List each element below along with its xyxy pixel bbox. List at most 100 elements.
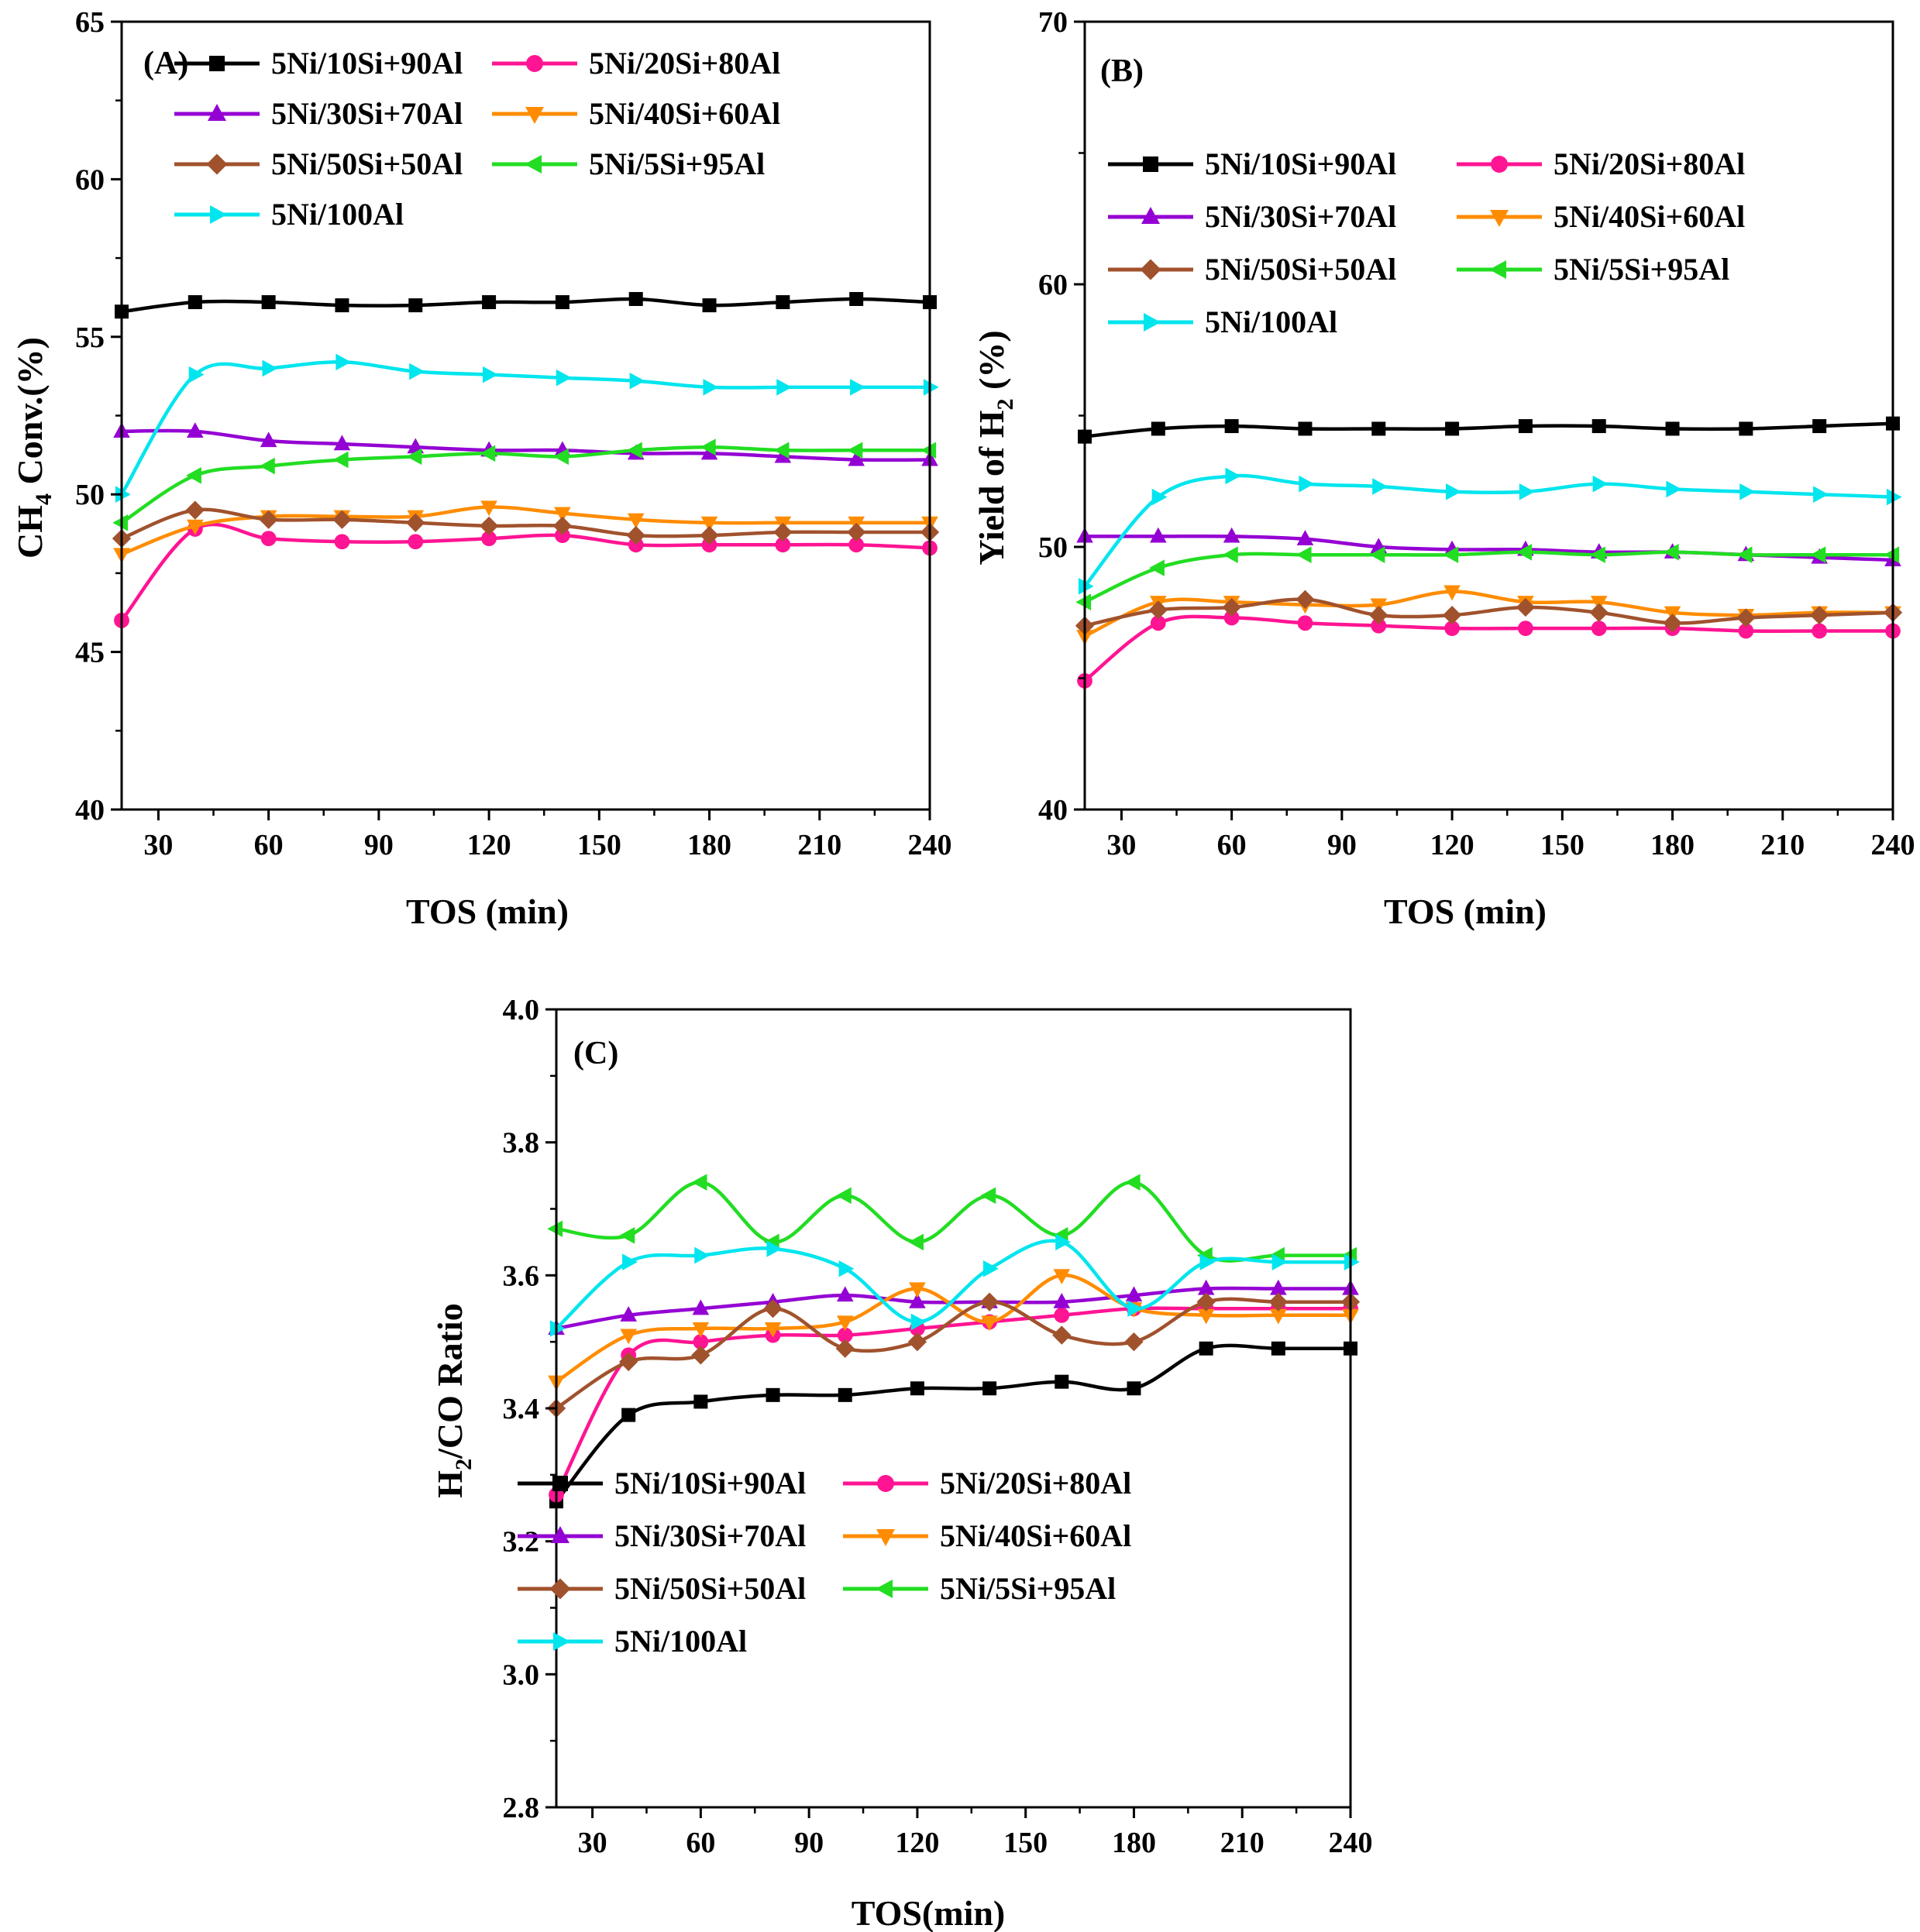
panel-a-point-5ni-100al-11 — [923, 379, 939, 396]
panel-b-xtick-label-4: 150 — [1540, 829, 1585, 861]
panel-a-point-5ni-5si-95al-6 — [553, 448, 569, 466]
panel-b-point-5ni-50si-50al-9 — [1736, 608, 1756, 627]
panel-b-ytick-label-0: 40 — [1038, 794, 1068, 827]
panel-a-series-5ni-30si-70al — [113, 422, 938, 466]
panel-b-legend-item-5ni-20si-80al: 5Ni/20Si+80Al — [1457, 146, 1745, 181]
panel-c-xtick-label-7: 240 — [1329, 1827, 1373, 1859]
panel-b-series — [1075, 416, 1903, 689]
panel-a-point-5ni-50si-50al-5 — [479, 516, 499, 536]
panel-b-point-5ni-100al-0 — [1078, 578, 1094, 595]
panel-a-line-5ni-10si-90al — [121, 297, 931, 314]
panel-b-legend: 5Ni/10Si+90Al 5Ni/20Si+80Al 5Ni/30Si+70Al 5… — [1108, 146, 1745, 339]
panel-c-ylabel-main: H — [430, 1470, 470, 1498]
panel-b-legend-label-5ni-5si-95al: 5Ni/5Si+95Al — [1554, 252, 1729, 287]
panel-b-point-5ni-20si-80al-2 — [1223, 610, 1240, 626]
panel-c-legend-marker-5ni-10si-90al — [552, 1476, 568, 1491]
panel-c-point-5ni-50si-50al-3 — [763, 1299, 783, 1318]
panel-b-legend-item-5ni-5si-95al: 5Ni/5Si+95Al — [1457, 252, 1729, 287]
panel-b-legend-label-5ni-50si-50al: 5Ni/50Si+50Al — [1205, 252, 1396, 287]
panel-c-point-5ni-10si-90al-10 — [1271, 1341, 1285, 1356]
panel-a-point-5ni-5si-95al-10 — [847, 442, 863, 459]
panel-a-point-5ni-100al-2 — [262, 359, 278, 377]
panel-c-point-5ni-30si-70al-2 — [692, 1299, 710, 1315]
panel-a-point-5ni-100al-4 — [409, 363, 425, 380]
panel-c-legend-marker-5ni-20si-80al — [877, 1475, 894, 1492]
panel-a-point-5ni-50si-50al-3 — [332, 510, 352, 529]
panel-a-ylabel-main: CH — [10, 505, 50, 559]
panel-a-point-5ni-20si-80al-9 — [775, 537, 791, 553]
panel-c-legend-label-5ni-30si-70al: 5Ni/30Si+70Al — [614, 1518, 806, 1553]
panel-a-legend-marker-5ni-100al — [210, 205, 227, 224]
panel-b-legend-label-5ni-30si-70al: 5Ni/30Si+70Al — [1205, 199, 1396, 234]
panel-a-point-5ni-20si-80al-10 — [848, 537, 865, 553]
panel-c-point-5ni-50si-50al-2 — [691, 1346, 711, 1365]
panel-b-series-5ni-5si-95al — [1075, 543, 1900, 610]
panel-a-ylabel-subscript: 4 — [31, 493, 57, 505]
panel-a-ytick-label-4: 60 — [75, 163, 105, 196]
panel-c-point-5ni-100al-5 — [910, 1313, 927, 1331]
panel-b-ylabel-main: Yield of H — [972, 410, 1011, 565]
panel-a-ylabel: CH4 Conv.(%) — [10, 337, 57, 559]
panel-c-legend-item-5ni-10si-90al: 5Ni/10Si+90Al — [518, 1466, 806, 1501]
panel-b-legend-marker-5ni-100al — [1144, 313, 1161, 332]
panel-a-point-5ni-5si-95al-9 — [773, 442, 790, 459]
panel-c-point-5ni-10si-90al-6 — [982, 1381, 997, 1396]
panel-a-point-5ni-100al-0 — [115, 486, 131, 503]
panel-c-point-5ni-100al-2 — [694, 1246, 711, 1264]
panel-b-legend-label-5ni-40si-60al: 5Ni/40Si+60Al — [1554, 199, 1745, 234]
panel-b-ylabel: Yield of H2 (%) — [972, 330, 1018, 565]
panel-b-ytick-label-3: 70 — [1038, 6, 1068, 39]
panel-c-xtick-label-2: 90 — [794, 1827, 824, 1859]
panel-c-point-5ni-50si-50al-1 — [619, 1352, 638, 1372]
panel-a-point-5ni-10si-90al-6 — [555, 295, 569, 310]
panel-a-point-5ni-30si-70al-10 — [848, 450, 865, 466]
panel-b-point-5ni-50si-50al-2 — [1222, 597, 1241, 617]
panel-b-point-5ni-10si-90al-8 — [1665, 421, 1680, 436]
panel-b-point-5ni-5si-95al-8 — [1663, 543, 1679, 561]
panel-c-xtick-label-0: 30 — [578, 1827, 607, 1859]
panel-c-point-5ni-30si-70al-9 — [1197, 1279, 1215, 1295]
panel-b-xtick-label-0: 30 — [1106, 829, 1136, 861]
panel-a-line-5ni-30si-70al — [121, 428, 931, 462]
panel-a-legend-item-5ni-50si-50al: 5Ni/50Si+50Al — [174, 146, 463, 181]
panel-b-legend-marker-5ni-10si-90al — [1143, 156, 1158, 172]
panel-b-point-5ni-20si-80al-6 — [1518, 621, 1533, 636]
panel-b-legend-item-5ni-40si-60al: 5Ni/40Si+60Al — [1457, 199, 1745, 234]
panel-c-series-5ni-100al — [549, 1233, 1360, 1337]
panel-c-point-5ni-100al-4 — [838, 1260, 855, 1277]
panel-b-legend-marker-5ni-5si-95al — [1489, 260, 1506, 279]
panel-b-legend-marker-5ni-20si-80al — [1491, 156, 1508, 173]
panel-b-point-5ni-100al-2 — [1225, 467, 1241, 485]
panel-a-series-5ni-5si-95al — [112, 438, 937, 531]
panel-a-point-5ni-10si-90al-3 — [335, 298, 349, 313]
panel-a-legend-item-5ni-30si-70al: 5Ni/30Si+70Al — [174, 96, 463, 131]
panel-a-legend-marker-5ni-30si-70al — [208, 104, 226, 121]
panel-b-point-5ni-50si-50al-6 — [1516, 597, 1536, 617]
panel-a-series-5ni-10si-90al — [115, 291, 937, 319]
panel-a-series — [112, 291, 940, 628]
panel-b-legend-label-5ni-20si-80al: 5Ni/20Si+80Al — [1554, 146, 1745, 181]
panel-b-point-5ni-10si-90al-3 — [1298, 421, 1313, 436]
panel-a-xtick-label-4: 150 — [577, 829, 621, 861]
panel-a-legend-label-5ni-30si-70al: 5Ni/30Si+70Al — [271, 96, 463, 131]
panel-c-point-5ni-5si-95al-2 — [691, 1174, 707, 1191]
panel-a-point-5ni-10si-90al-10 — [849, 291, 864, 306]
panel-a-legend-marker-5ni-10si-90al — [209, 56, 225, 71]
panel-c-ylabel-subscript: 2 — [451, 1459, 477, 1470]
panel-a-point-5ni-10si-90al-8 — [702, 298, 717, 313]
panel-a-axes: 30 60 90 120 150 180 210 240 40 45 50 55 60 65 — [75, 6, 952, 861]
panel-a-point-5ni-100al-9 — [776, 379, 793, 396]
panel-a-legend-label-5ni-40si-60al: 5Ni/40Si+60Al — [589, 96, 780, 131]
panel-b-point-5ni-5si-95al-5 — [1443, 546, 1459, 563]
panel-a-legend-item-5ni-100al: 5Ni/100Al — [174, 197, 404, 232]
panel-a-point-5ni-100al-3 — [335, 353, 352, 371]
panel-b-point-5ni-10si-90al-6 — [1518, 419, 1533, 434]
panel-b-legend-item-5ni-10si-90al: 5Ni/10Si+90Al — [1108, 146, 1396, 181]
panel-a-point-5ni-10si-90al-4 — [408, 298, 423, 313]
panel-c-point-5ni-40si-60al-3 — [764, 1322, 782, 1338]
panel-c-point-5ni-100al-7 — [1055, 1233, 1071, 1251]
panel-a-ytick-label-5: 65 — [75, 6, 105, 39]
panel-c-ytick-label-1: 3.0 — [503, 1659, 540, 1691]
panel-b-point-5ni-5si-95al-2 — [1222, 546, 1238, 563]
panel-a-xtick-label-7: 240 — [908, 829, 952, 861]
